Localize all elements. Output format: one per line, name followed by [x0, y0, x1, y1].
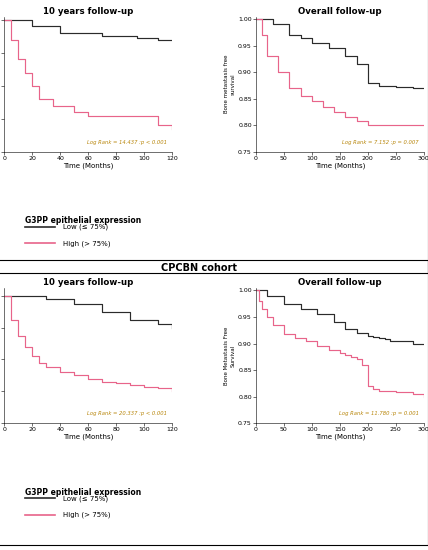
Text: High (> 75%): High (> 75%) — [63, 512, 110, 518]
Text: TF123 cohort: TF123 cohort — [163, 0, 235, 2]
Text: Log Rank = 20.337 :p < 0.001: Log Rank = 20.337 :p < 0.001 — [87, 411, 167, 416]
Y-axis label: Bone metastasis free
survival: Bone metastasis free survival — [224, 55, 235, 113]
X-axis label: Time (Months): Time (Months) — [63, 434, 113, 440]
Text: Log Rank = 11.780 :p = 0.001: Log Rank = 11.780 :p = 0.001 — [339, 411, 419, 416]
Text: G3PP epithelial expression: G3PP epithelial expression — [25, 216, 142, 225]
X-axis label: Time (Months): Time (Months) — [63, 162, 113, 169]
Text: CPCBN cohort: CPCBN cohort — [161, 263, 237, 273]
Title: 10 years follow-up: 10 years follow-up — [43, 278, 134, 287]
Text: Low (≤ 75%): Low (≤ 75%) — [63, 495, 108, 502]
Text: High (> 75%): High (> 75%) — [63, 240, 110, 246]
Text: Log Rank = 7.152 :p = 0.007: Log Rank = 7.152 :p = 0.007 — [342, 140, 419, 145]
Title: 10 years follow-up: 10 years follow-up — [43, 7, 134, 16]
X-axis label: Time (Months): Time (Months) — [315, 162, 365, 169]
Y-axis label: Bone Metastasis Free
Survival: Bone Metastasis Free Survival — [224, 326, 235, 384]
Text: Log Rank = 14.437 :p < 0.001: Log Rank = 14.437 :p < 0.001 — [87, 140, 167, 145]
Text: Low (≤ 75%): Low (≤ 75%) — [63, 224, 108, 230]
Text: G3PP epithelial expression: G3PP epithelial expression — [25, 487, 142, 497]
X-axis label: Time (Months): Time (Months) — [315, 434, 365, 440]
Title: Overall follow-up: Overall follow-up — [298, 7, 382, 16]
Title: Overall follow-up: Overall follow-up — [298, 278, 382, 287]
